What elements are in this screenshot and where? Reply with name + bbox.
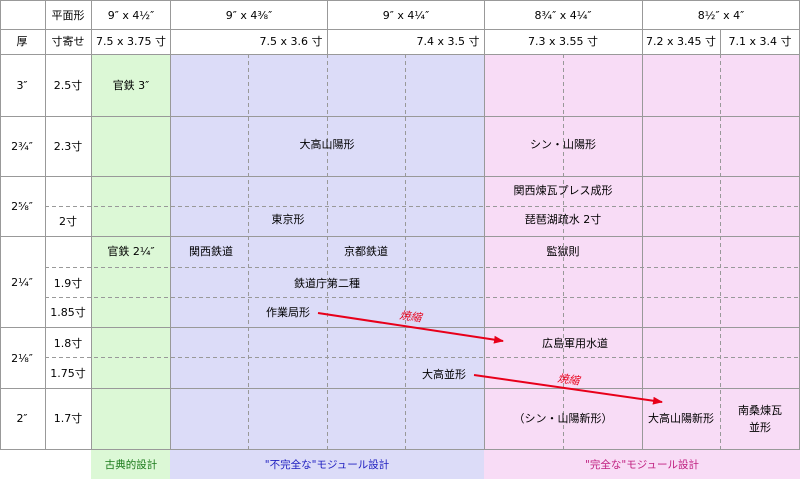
sun-2-5: 2.5寸 [54, 78, 83, 92]
caption-bar-perfect [484, 449, 800, 479]
cell-sagyokyoku: 作業局形 [266, 306, 310, 319]
sun-1-75: 1.75寸 [50, 366, 86, 380]
sun-1-7: 1.7寸 [54, 411, 83, 425]
sun-size-1: 7.5 x 3.75 寸 [96, 34, 166, 48]
caption-bar-classic [91, 449, 170, 479]
cell-shin-sanyo-new: （シン・山陽新形） [514, 411, 613, 425]
thickness-3: 3″ [16, 79, 27, 92]
caption-imperfect: "不完全な"モジュール設計 [265, 458, 390, 471]
sun-size-4: 7.3 x 3.55 寸 [528, 34, 598, 48]
cell-kantetsu-2-1-4: 官鉄 2¼″ [107, 244, 154, 258]
thickness-2: 2″ [16, 412, 27, 425]
sun-2: 2寸 [59, 214, 77, 228]
header-size-4: 8¾″ x 4¼″ [534, 9, 591, 22]
cell-kansai-railway: 関西鉄道 [189, 244, 233, 258]
grid-solid [0, 0, 800, 450]
sun-1-9: 1.9寸 [54, 276, 83, 290]
sun-1-85: 1.85寸 [50, 305, 86, 319]
caption-perfect: "完全な"モジュール設計 [585, 458, 699, 471]
thickness-2-5-8: 2⅝″ [11, 200, 33, 213]
header-size-3: 9″ x 4¼″ [383, 9, 429, 22]
sun-1-8: 1.8寸 [54, 336, 83, 350]
shrink-arrow-2 [473, 374, 663, 405]
cell-kangoku: 監獄則 [547, 244, 580, 258]
header-sun-approx: 寸寄せ [52, 34, 85, 48]
sun-size-5: 7.2 x 3.45 寸 [646, 34, 716, 48]
cell-kantetsu-3: 官鉄 3″ [113, 78, 150, 92]
header-size-2: 9″ x 4⅜″ [226, 9, 272, 22]
sun-size-6: 7.1 x 3.4 寸 [729, 34, 792, 48]
classic-design-panel [91, 54, 170, 449]
cell-daiko-nami: 大高並形 [422, 367, 466, 381]
shrink-label-2: 焼縮 [557, 372, 583, 388]
cell-nanso-2: 並形 [749, 420, 771, 434]
cell-kyoto-railway: 京都鉄道 [344, 244, 388, 258]
header-size-1: 9″ x 4½″ [108, 9, 154, 22]
sun-2-3: 2.3寸 [54, 139, 83, 153]
cell-nanso-1: 南桑煉瓦 [738, 404, 782, 417]
header-size-5: 8½″ x 4″ [698, 9, 744, 22]
thickness-2-1-4: 2¼″ [11, 276, 33, 289]
cell-biwako: 琵琶湖疏水 2寸 [525, 212, 602, 226]
cell-tetsudocho: 鉄道庁第二種 [294, 276, 360, 290]
thickness-2-3-4: 2¾″ [11, 140, 33, 153]
sun-size-2: 7.5 x 3.6 寸 [260, 34, 323, 48]
grid-dashed [45, 54, 800, 449]
sun-size-3: 7.4 x 3.5 寸 [417, 34, 480, 48]
header-plan-shape: 平面形 [52, 9, 85, 22]
shrink-label-1: 焼縮 [399, 309, 425, 325]
caption-classic: 古典的設計 [105, 458, 158, 471]
thickness-2-1-8: 2⅛″ [11, 352, 33, 365]
cell-daiko-sanyo-new: 大高山陽新形 [648, 411, 714, 425]
shrink-arrow-1 [317, 312, 504, 344]
header-thickness: 厚 [17, 35, 28, 48]
cell-tokyo: 東京形 [272, 212, 305, 226]
caption-bar-imperfect [170, 449, 484, 479]
cell-daiko-sanyo: 大高山陽形 [300, 137, 355, 151]
cell-shin-sanyo: シン・山陽形 [530, 138, 596, 151]
cell-hiroshima: 広島軍用水道 [542, 336, 608, 350]
cell-kansai-press: 関西煉瓦プレス成形 [514, 184, 613, 197]
